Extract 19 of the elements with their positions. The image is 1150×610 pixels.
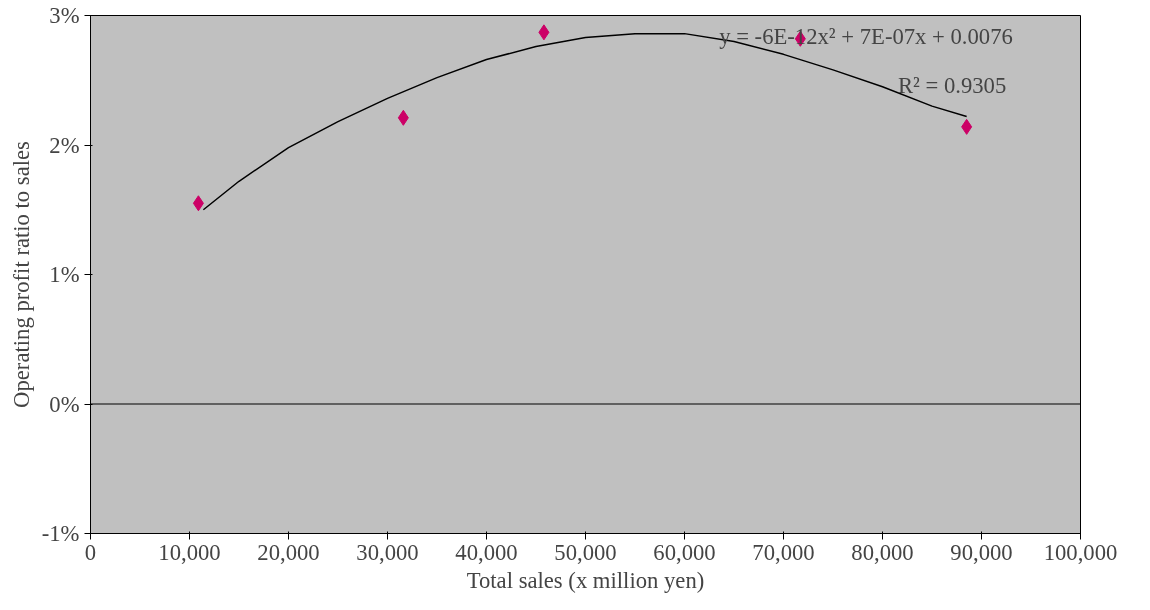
x-tick-label: 0 <box>84 539 97 565</box>
x-tick-label: 90,000 <box>950 539 1013 565</box>
x-tick-label: 100,000 <box>1043 539 1118 565</box>
x-tick-label: 50,000 <box>554 539 617 565</box>
y-tick-label: -1% <box>41 521 80 546</box>
x-tick-label: 10,000 <box>158 539 221 565</box>
y-tick-label: 3% <box>49 3 80 28</box>
x-tick-label: 70,000 <box>752 539 815 565</box>
annotation: R² = 0.9305 <box>897 73 1007 99</box>
y-tick-label: 1% <box>49 262 80 287</box>
x-tick-label: 30,000 <box>356 539 419 565</box>
y-axis-title: Operating profit ratio to sales <box>8 141 34 408</box>
x-tick-label: 60,000 <box>653 539 716 565</box>
x-tick-label: 80,000 <box>851 539 914 565</box>
x-tick-label: 40,000 <box>455 539 518 565</box>
x-axis-title: Total sales (x million yen) <box>466 567 705 593</box>
y-tick-label: 2% <box>49 132 80 158</box>
x-tick-label: 20,000 <box>257 539 320 565</box>
y-tick-label: 0% <box>49 391 80 417</box>
